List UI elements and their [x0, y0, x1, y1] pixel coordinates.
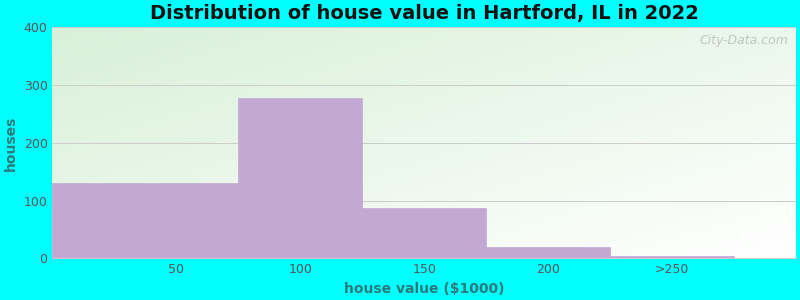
- X-axis label: house value ($1000): house value ($1000): [344, 282, 504, 296]
- Bar: [486, 247, 610, 258]
- Text: City-Data.com: City-Data.com: [699, 34, 788, 47]
- Bar: [610, 256, 734, 258]
- Bar: [53, 183, 238, 258]
- Title: Distribution of house value in Hartford, IL in 2022: Distribution of house value in Hartford,…: [150, 4, 698, 23]
- Bar: [238, 98, 362, 258]
- Y-axis label: houses: houses: [4, 115, 18, 171]
- Bar: [362, 208, 486, 258]
